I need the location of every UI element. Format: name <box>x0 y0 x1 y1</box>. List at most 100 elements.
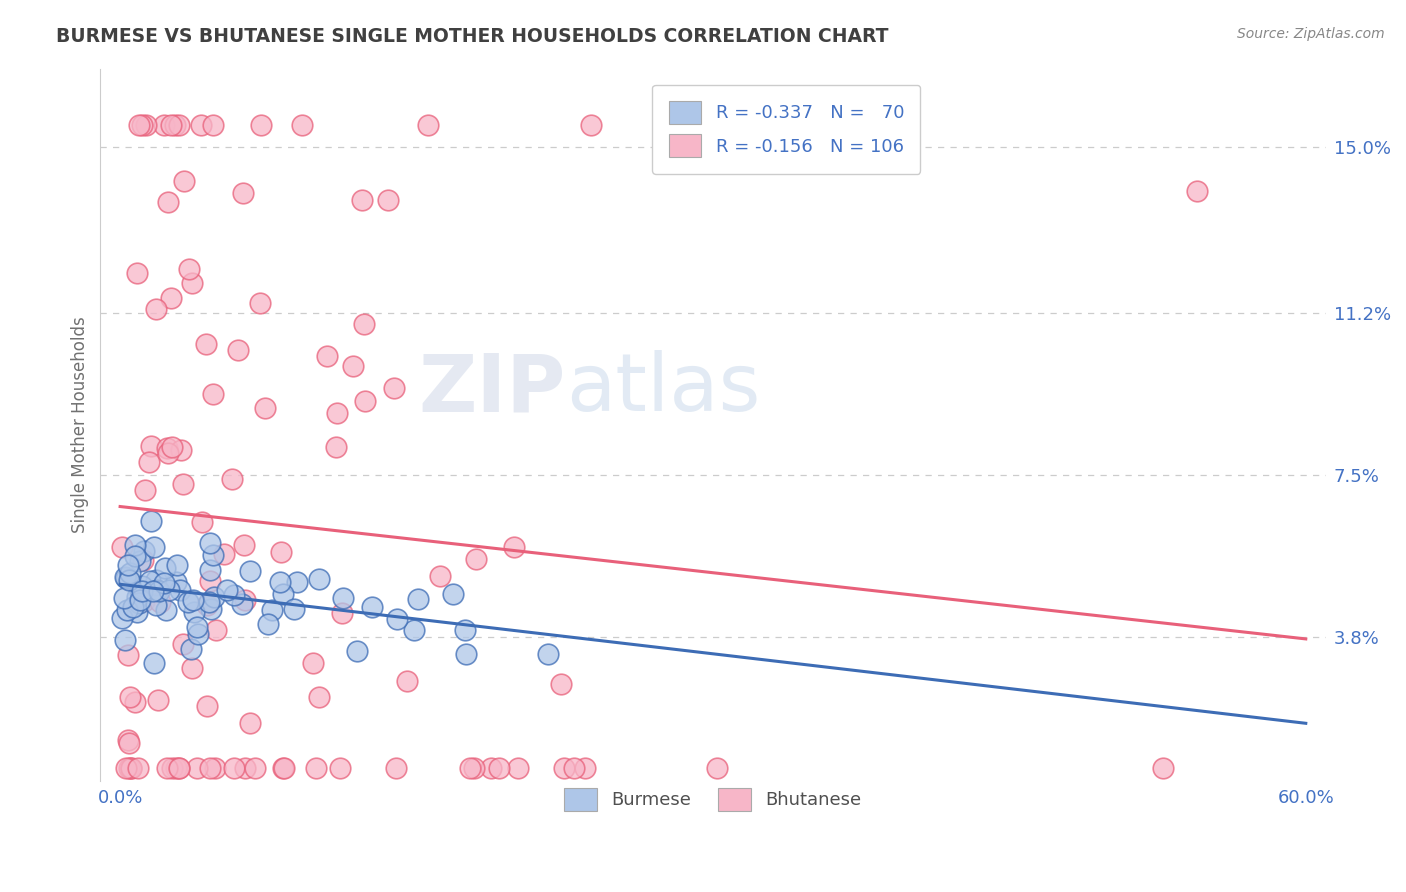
Point <box>146 583 169 598</box>
Point <box>165 761 187 775</box>
Point <box>141 515 163 529</box>
Point <box>180 277 202 291</box>
Point <box>131 583 153 598</box>
Point <box>239 564 262 578</box>
Point <box>143 541 166 555</box>
Point <box>169 583 191 598</box>
Point <box>145 302 167 317</box>
Point <box>239 715 262 730</box>
Point <box>361 599 384 614</box>
Point <box>111 540 134 554</box>
Point <box>120 761 142 775</box>
Point <box>124 695 146 709</box>
Point <box>115 571 138 585</box>
Point <box>325 440 347 454</box>
Point <box>195 698 218 713</box>
Point <box>169 761 191 775</box>
Point <box>125 605 148 619</box>
Point <box>155 603 177 617</box>
Point <box>157 194 180 209</box>
Point <box>262 603 284 617</box>
Point <box>465 552 488 566</box>
Point <box>134 483 156 498</box>
Point <box>222 588 245 602</box>
Point <box>273 761 295 775</box>
Point <box>332 591 354 605</box>
Point <box>506 761 529 775</box>
Point <box>117 733 139 747</box>
Point <box>124 549 146 564</box>
Text: BURMESE VS BHUTANESE SINGLE MOTHER HOUSEHOLDS CORRELATION CHART: BURMESE VS BHUTANESE SINGLE MOTHER HOUSE… <box>56 27 889 45</box>
Point <box>200 761 222 775</box>
Point <box>202 590 225 604</box>
Point <box>354 393 377 408</box>
Point <box>273 587 295 601</box>
Point <box>115 761 138 775</box>
Point <box>285 574 308 589</box>
Point <box>197 594 219 608</box>
Point <box>139 439 162 453</box>
Point <box>172 476 194 491</box>
Point <box>114 570 136 584</box>
Point <box>169 761 191 775</box>
Point <box>120 566 142 581</box>
Point <box>118 736 141 750</box>
Point <box>118 574 141 588</box>
Point <box>329 761 352 775</box>
Point <box>131 119 153 133</box>
Point <box>152 119 174 133</box>
Point <box>256 616 278 631</box>
Point <box>190 119 212 133</box>
Point <box>117 648 139 662</box>
Point <box>167 119 190 133</box>
Point <box>148 584 170 599</box>
Point <box>172 637 194 651</box>
Point <box>463 761 485 775</box>
Point <box>479 761 502 775</box>
Point <box>127 761 149 775</box>
Text: ZIP: ZIP <box>419 351 567 428</box>
Point <box>170 442 193 457</box>
Point <box>269 574 291 589</box>
Point <box>177 262 200 277</box>
Point <box>406 592 429 607</box>
Point <box>243 761 266 775</box>
Point <box>155 761 177 775</box>
Point <box>416 119 439 133</box>
Point <box>122 600 145 615</box>
Point <box>350 193 373 207</box>
Point <box>165 575 187 590</box>
Point <box>221 472 243 486</box>
Point <box>200 563 222 577</box>
Point <box>385 761 408 775</box>
Point <box>326 407 349 421</box>
Point <box>146 693 169 707</box>
Point <box>456 647 478 661</box>
Point <box>145 573 167 587</box>
Point <box>201 548 224 562</box>
Point <box>198 536 221 550</box>
Point <box>183 605 205 619</box>
Point <box>441 587 464 601</box>
Point <box>553 761 575 775</box>
Point <box>138 455 160 469</box>
Point <box>200 602 222 616</box>
Point <box>204 623 226 637</box>
Point <box>330 607 353 621</box>
Point <box>550 677 572 691</box>
Point <box>111 610 134 624</box>
Point <box>166 558 188 573</box>
Point <box>173 174 195 188</box>
Point <box>118 761 141 775</box>
Point <box>118 690 141 705</box>
Point <box>454 624 477 638</box>
Point <box>249 119 271 133</box>
Point <box>198 574 221 588</box>
Point <box>212 547 235 561</box>
Point <box>157 582 180 597</box>
Text: Source: ZipAtlas.com: Source: ZipAtlas.com <box>1237 27 1385 41</box>
Point <box>125 267 148 281</box>
Point <box>254 401 277 415</box>
Text: atlas: atlas <box>567 351 761 428</box>
Point <box>387 612 409 626</box>
